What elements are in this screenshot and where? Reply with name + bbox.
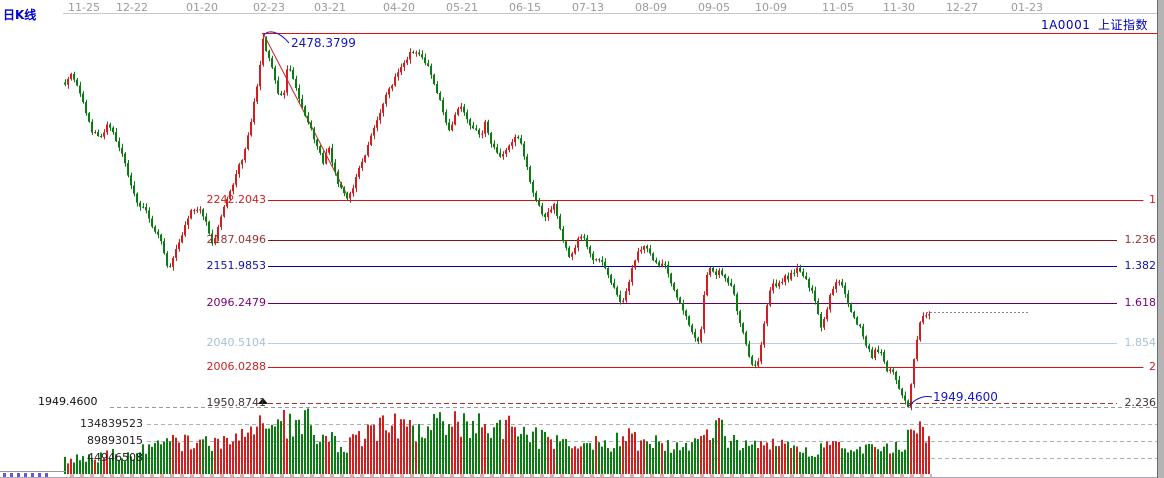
date-tick-12-27: 12-27 xyxy=(946,1,978,14)
price-axis-low-label: 1949.4600 xyxy=(38,395,98,408)
high-annotation-label: 2478.3799 xyxy=(291,36,356,50)
date-tick-11-25: 11-25 xyxy=(68,1,100,14)
date-tick-11-30: 11-30 xyxy=(883,1,915,14)
date-tick-05-21: 05-21 xyxy=(446,1,478,14)
fib-price-label-2040.5104: 2040.5104 xyxy=(206,336,267,349)
fib-ratio-label-1.854: 1.854 xyxy=(1124,336,1157,349)
date-tick-08-09: 08-09 xyxy=(635,1,667,14)
fib-ratio-label-2: 2 xyxy=(1149,360,1156,373)
candles xyxy=(64,33,930,411)
symbol-name: 上证指数 xyxy=(1097,18,1148,32)
volume-scale-label-1: 89893015 xyxy=(87,434,143,447)
fib-price-label-2096.2479: 2096.2479 xyxy=(206,296,267,309)
date-tick-12-22: 12-22 xyxy=(116,1,148,14)
date-tick-09-05: 09-05 xyxy=(698,1,730,14)
volume-bars xyxy=(64,408,930,474)
date-tick-01-23: 01-23 xyxy=(1011,1,1043,14)
symbol-title: 1A0001 上证指数 xyxy=(1041,16,1148,33)
level-start-marker xyxy=(258,398,268,404)
date-tick-03-21: 03-21 xyxy=(314,1,346,14)
period-label: 日K线 xyxy=(3,8,37,22)
pane-bottom-edge xyxy=(0,471,66,472)
fib-price-label-2151.9853: 2151.9853 xyxy=(206,259,267,272)
fib-ratio-label-1: 1 xyxy=(1149,193,1156,206)
volume-scale-label-0: 134839523 xyxy=(80,417,143,430)
date-tick-11-05: 11-05 xyxy=(822,1,854,14)
volume-scale-label-2: 44946508 xyxy=(87,451,143,464)
date-tick-07-13: 07-13 xyxy=(572,1,604,14)
high-annotation-curve xyxy=(263,31,290,44)
fib-ratio-label-1.382: 1.382 xyxy=(1124,259,1157,272)
fib-ratio-label-1.236: 1.236 xyxy=(1124,233,1157,246)
clipped-next-row-text xyxy=(70,474,932,477)
date-tick-02-23: 02-23 xyxy=(253,1,285,14)
date-tick-10-09: 10-09 xyxy=(755,1,787,14)
fib-price-label-2242.2043: 2242.2043 xyxy=(206,193,267,206)
symbol-code: 1A0001 xyxy=(1040,18,1091,32)
low-annotation-curve xyxy=(908,396,933,407)
fib-price-label-1950.8741: 1950.8741 xyxy=(206,396,267,409)
date-tick-01-20: 01-20 xyxy=(186,1,218,14)
window-right-edge xyxy=(1157,0,1164,478)
fib-ratio-label-1.618: 1.618 xyxy=(1124,296,1157,309)
date-tick-04-20: 04-20 xyxy=(383,1,415,14)
clipped-next-row-label xyxy=(3,473,51,478)
fib-ratio-label-2.236: 2.236 xyxy=(1124,396,1157,409)
fib-price-label-2187.0496: 2187.0496 xyxy=(206,233,267,246)
date-tick-06-15: 06-15 xyxy=(509,1,541,14)
fib-price-label-2006.0288: 2006.0288 xyxy=(206,360,267,373)
low-annotation-label: 1949.4600 xyxy=(933,390,998,404)
